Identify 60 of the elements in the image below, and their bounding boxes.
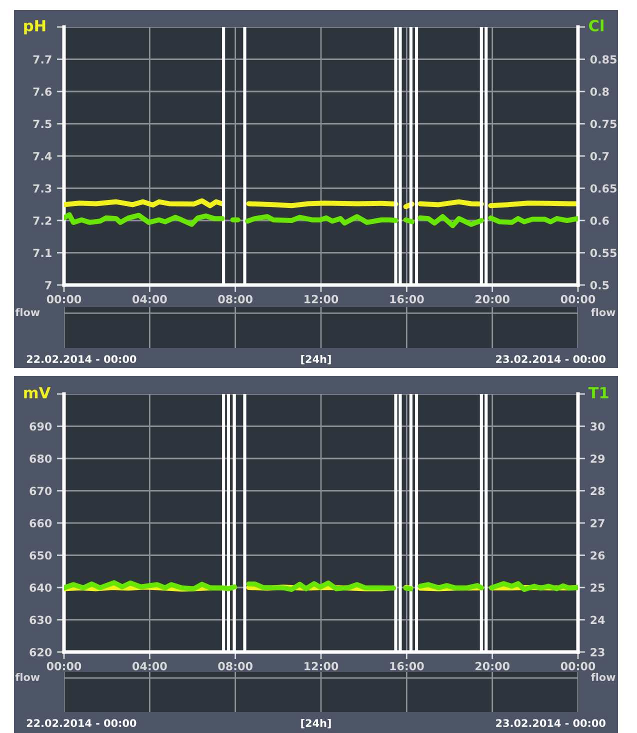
text: [24h]: [301, 354, 331, 364]
x-tick-label: 12:00: [304, 294, 338, 304]
y-tick-label: 630: [30, 616, 52, 624]
y-tick-label: 620: [30, 648, 52, 656]
text: 23.02.2014 - 00:00: [496, 355, 606, 364]
text: 23.02.2014 - 00:00: [496, 719, 606, 728]
x-tick-label: 16:00: [390, 662, 424, 670]
x-tick-label: 08:00: [218, 662, 252, 670]
y2-tick-label: 23: [590, 648, 604, 656]
y2-axis-title: T1: [588, 387, 608, 398]
y2-tick-label: 29: [590, 454, 605, 463]
y2-tick-label: 27: [590, 518, 604, 528]
y-tick-label: 7: [45, 281, 52, 290]
y2-axis-title: Cl: [589, 20, 604, 32]
y-tick-label: 670: [30, 486, 52, 496]
x-tick-label: 00:00: [46, 662, 82, 670]
y-tick-label: 660: [30, 518, 52, 528]
text: flow: [591, 672, 616, 682]
y-tick-label: 650: [30, 551, 52, 560]
y2-tick-label: 0.85: [590, 55, 616, 64]
text: flow: [591, 308, 616, 316]
x-tick-label: 20:00: [476, 662, 510, 670]
y-axis-title: pH: [24, 20, 46, 34]
y2-tick-label: 26: [590, 551, 605, 560]
y2-tick-label: 0.8: [590, 87, 609, 96]
x-tick-label: 04:00: [132, 294, 167, 304]
y2-tick-label: 0.5: [590, 280, 609, 290]
text: [24h]: [301, 718, 331, 728]
y2-tick-label: 0.55: [590, 248, 616, 258]
y-tick-label: 7.3: [33, 184, 52, 193]
y-tick-label: 7.6: [33, 87, 52, 96]
x-tick-label: 00:00: [560, 294, 596, 304]
y-tick-label: 7.4: [33, 152, 52, 160]
y2-tick-label: 24: [590, 616, 605, 624]
x-tick-label: 04:00: [132, 662, 167, 670]
y-tick-label: 680: [30, 454, 52, 463]
x-tick-label: 12:00: [304, 662, 338, 670]
x-tick-label: 00:00: [46, 294, 82, 304]
text: flow: [15, 672, 40, 682]
x-tick-label: 16:00: [390, 294, 424, 304]
x-tick-label: 20:00: [476, 294, 510, 304]
y2-tick-label: 0.75: [590, 120, 616, 128]
text: flow: [15, 308, 40, 316]
y-tick-label: 640: [30, 583, 52, 592]
y-tick-label: 7.7: [33, 55, 52, 64]
x-tick-label: 00:00: [560, 662, 596, 670]
y-tick-label: 7.1: [33, 248, 52, 257]
text: 22.02.2014 - 00:00: [26, 355, 136, 364]
y2-tick-label: 0.65: [590, 184, 616, 193]
y2-tick-label: 0.6: [590, 216, 609, 225]
y-tick-label: 7.5: [33, 120, 52, 128]
y2-tick-label: 28: [590, 486, 605, 496]
y2-tick-label: 25: [590, 583, 604, 592]
y2-tick-label: 30: [590, 422, 605, 431]
text: 22.02.2014 - 00:00: [26, 719, 136, 728]
y-tick-label: 7.2: [33, 216, 52, 225]
x-tick-label: 08:00: [218, 294, 252, 304]
y2-tick-label: 0.7: [590, 152, 609, 160]
y-axis-title: mV: [24, 387, 51, 398]
y-tick-label: 690: [30, 422, 52, 431]
